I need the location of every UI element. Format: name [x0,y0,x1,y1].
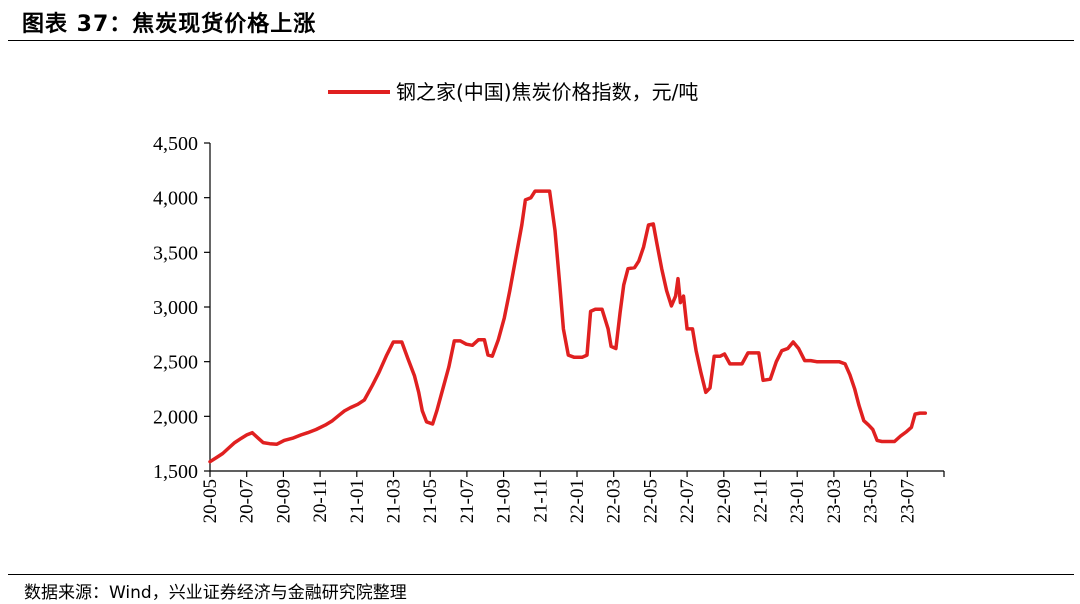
x-tick-label: 22-03 [604,479,625,523]
chart: 钢之家(中国)焦炭价格指数，元/吨 1,500 2,000 2,500 3,000 3,… [153,80,945,523]
data-source: 数据来源：Wind，兴业证券经济与金融研究院整理 [24,583,407,603]
legend-label: 钢之家(中国)焦炭价格指数，元/吨 [396,80,698,104]
y-tick-label: 2,000 [153,406,198,428]
y-tick-label: 3,000 [153,297,198,319]
x-tick-label: 20-07 [237,479,258,523]
x-tick-label: 21-01 [347,479,368,523]
y-tick-label: 2,500 [153,352,198,374]
x-tick-label: 21-05 [420,479,441,523]
y-tick-label: 4,000 [153,188,198,210]
x-tick-label: 21-03 [384,479,405,523]
x-tick-label: 22-07 [677,479,698,523]
x-tick-label: 20-11 [310,479,331,523]
x-tick-label: 22-01 [567,479,588,523]
x-tick-label: 21-09 [494,479,515,523]
y-tick-label: 4,500 [153,133,198,155]
y-tick-label: 1,500 [153,461,198,483]
y-ticks: 1,500 2,000 2,500 3,000 3,500 4,000 4,500 [153,133,210,483]
x-tick-label: 21-11 [530,479,551,523]
x-ticks: 20-05 20-07 20-09 20-11 21-01 21-03 21-05 21-07… [200,471,945,523]
x-tick-label: 23-05 [861,479,882,523]
x-tick-label: 23-01 [787,479,808,523]
x-tick-label: 20-09 [273,479,294,523]
figure-title: 图表 37：焦炭现货价格上涨 [22,12,317,37]
x-tick-label: 22-05 [640,479,661,523]
top-rule [8,40,1074,41]
axes [209,143,944,472]
bottom-rule [8,574,1074,575]
x-tick-label: 22-09 [714,479,735,523]
x-tick-label: 23-07 [897,479,918,523]
x-tick-label: 22-11 [751,479,772,523]
legend: 钢之家(中国)焦炭价格指数，元/吨 [328,80,698,104]
x-tick-label: 21-07 [457,479,478,523]
y-tick-label: 3,500 [153,242,198,264]
series-line-coke-price-index [208,189,928,464]
x-tick-label: 23-03 [824,479,845,523]
x-tick-label: 20-05 [200,479,221,523]
